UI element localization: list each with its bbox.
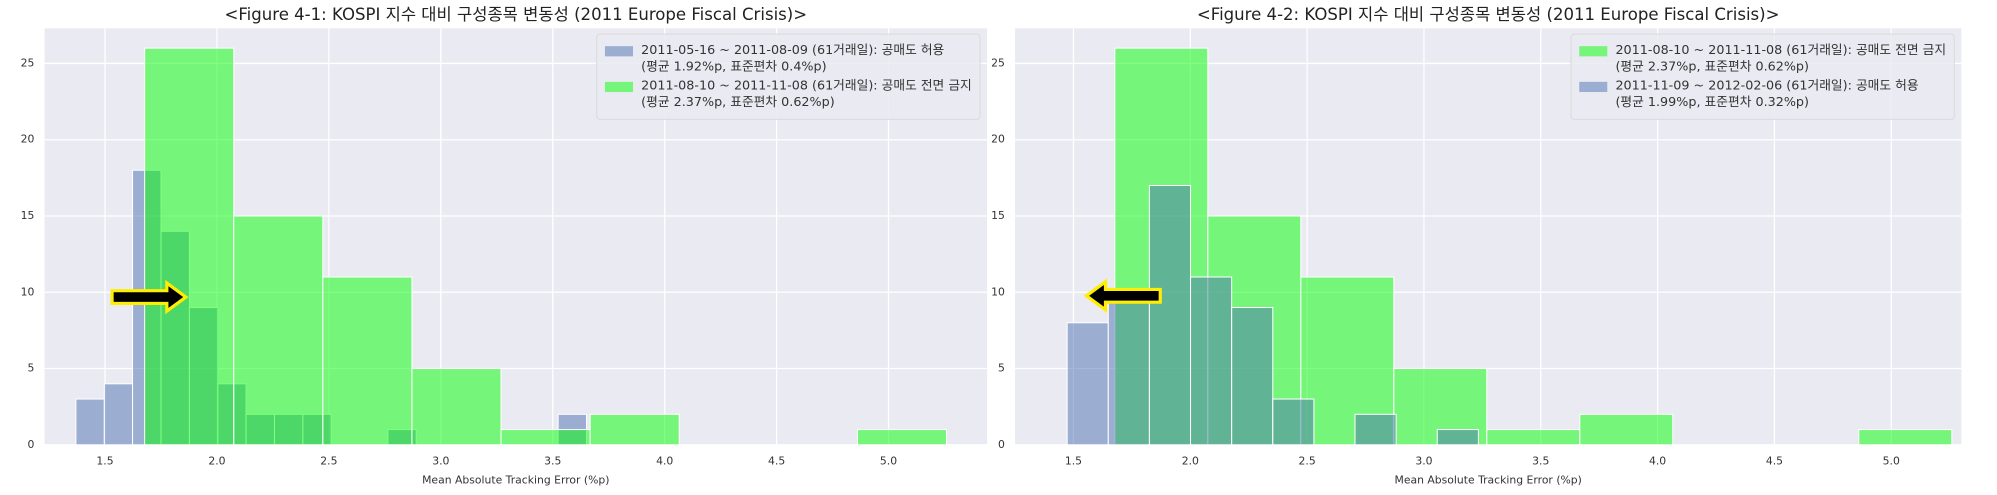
x-tick-label: 3.5 (544, 454, 561, 467)
x-tick-label: 3.0 (432, 454, 449, 467)
histogram-bar (103, 383, 134, 446)
y-tick-label: 0 (998, 438, 1005, 451)
histogram-bar (1231, 307, 1274, 446)
arrow-right (110, 279, 189, 315)
histogram-bar (75, 398, 105, 446)
y-tick-label: 25 (21, 56, 35, 69)
histogram-bar (1858, 429, 1953, 446)
legend-entry: 2011-05-16 ~ 2011-08-09 (61거래일): 공매도 허용 … (605, 42, 971, 75)
histogram-bar (1272, 398, 1315, 446)
histogram-bar (589, 413, 680, 446)
arrow-left (1083, 278, 1162, 313)
legend-entry: 2011-08-10 ~ 2011-11-08 (61거래일): 공매도 전면 … (605, 78, 972, 111)
histogram-bar (1107, 291, 1150, 446)
chart-title: <Figure 4-2: KOSPI 지수 대비 구성종목 변동성 (2011 … (1197, 5, 1780, 24)
legend-box: 2011-05-16 ~ 2011-08-09 (61거래일): 공매도 허용 … (596, 33, 981, 121)
histogram-bar (233, 215, 324, 446)
x-tick-label: 4.0 (656, 454, 673, 467)
histogram-bar (322, 276, 413, 446)
y-tick-label: 15 (991, 209, 1005, 222)
x-tick-label: 1.5 (96, 454, 113, 467)
histogram-bar (144, 47, 235, 446)
legend-label: 2011-05-16 ~ 2011-08-09 (61거래일): 공매도 허용 … (641, 43, 945, 75)
legend-wrap: 2011-08-10 ~ 2011-11-08 (61거래일): 공매도 전면 … (1496, 33, 1955, 121)
x-tick-label: 1.5 (1065, 454, 1082, 467)
x-tick-label: 4.5 (1766, 454, 1783, 467)
x-tick-label: 5.0 (1883, 454, 1900, 467)
chart-title: <Figure 4-1: KOSPI 지수 대비 구성종목 변동성 (2011 … (225, 5, 808, 24)
legend-box: 2011-08-10 ~ 2011-11-08 (61거래일): 공매도 전면 … (1570, 33, 1955, 121)
histogram-bar (1579, 413, 1674, 446)
histogram-bar (1436, 429, 1479, 446)
legend: 2011-05-16 ~ 2011-08-09 (61거래일): 공매도 허용 … (522, 33, 981, 121)
legend-swatch (1579, 46, 1608, 57)
histogram-bar (1148, 184, 1192, 446)
legend-label: 2011-11-09 ~ 2012-02-06 (61거래일): 공매도 허용 … (1615, 79, 1919, 110)
x-tick-label: 4.0 (1649, 454, 1666, 467)
x-axis-label: Mean Absolute Tracking Error (%p) (1394, 473, 1581, 486)
y-tick-label: 20 (991, 133, 1005, 146)
histogram-bar (500, 429, 591, 446)
histogram-bar (411, 368, 502, 446)
legend-wrap: 2011-05-16 ~ 2011-08-09 (61거래일): 공매도 허용 … (522, 33, 981, 121)
y-tick-label: 5 (27, 362, 34, 375)
y-tick-label: 0 (27, 438, 34, 451)
histogram-bar (1190, 276, 1233, 446)
histogram-bar (856, 429, 948, 446)
x-tick-label: 3.5 (1532, 454, 1549, 467)
y-tick-label: 10 (991, 285, 1005, 298)
x-tick-label: 2.5 (1299, 454, 1316, 467)
y-tick-label: 10 (21, 285, 35, 298)
x-tick-label: 3.0 (1415, 454, 1432, 467)
y-tick-label: 25 (991, 56, 1005, 69)
y-tick-label: 5 (998, 362, 1005, 375)
x-tick-label: 4.5 (768, 454, 785, 467)
legend-label: 2011-08-10 ~ 2011-11-08 (61거래일): 공매도 전면 … (641, 79, 972, 110)
legend-swatch (605, 81, 634, 93)
legend-swatch (605, 46, 634, 57)
y-tick-label: 15 (21, 209, 35, 222)
histogram-bar (1066, 322, 1109, 446)
x-tick-label: 5.0 (880, 454, 897, 467)
legend-entry: 2011-11-09 ~ 2012-02-06 (61거래일): 공매도 허용 … (1579, 78, 1946, 111)
x-tick-label: 2.5 (320, 454, 337, 467)
legend-label: 2011-08-10 ~ 2011-11-08 (61거래일): 공매도 전면 … (1615, 43, 1947, 75)
histogram-bar (1354, 413, 1397, 446)
legend: 2011-08-10 ~ 2011-11-08 (61거래일): 공매도 전면 … (1496, 33, 1955, 121)
legend-swatch (1579, 81, 1608, 93)
x-axis-label: Mean Absolute Tracking Error (%p) (422, 473, 609, 486)
x-tick-label: 2.0 (208, 454, 225, 467)
y-tick-label: 20 (21, 133, 35, 146)
x-tick-label: 2.0 (1182, 454, 1199, 467)
histogram-bar (1486, 429, 1581, 446)
legend-entry: 2011-08-10 ~ 2011-11-08 (61거래일): 공매도 전면 … (1579, 42, 1947, 75)
charts: <Figure 4-1: KOSPI 지수 대비 구성종목 변동성 (2011 … (21, 5, 1962, 486)
